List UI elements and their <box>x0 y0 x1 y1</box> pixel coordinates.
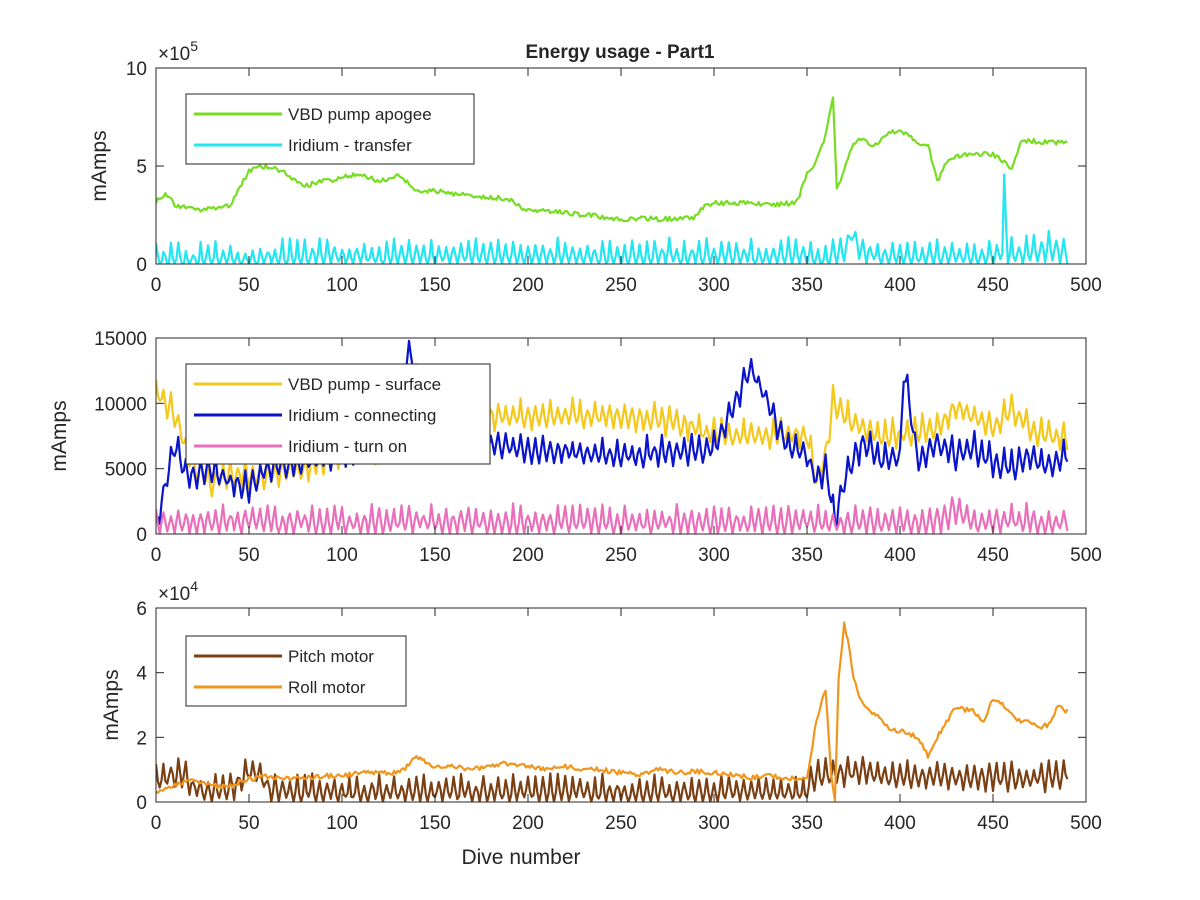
chart-panel-1: 0 50 100 150 200 250 300 350 400 450 5000510×105mA… <box>88 38 1102 296</box>
y-tick-label: 5000 <box>105 460 147 481</box>
y-tick-label: 6 <box>136 599 147 620</box>
x-tick-label: 400 <box>884 275 916 296</box>
x-tick-label: 450 <box>977 813 1009 834</box>
x-tick-label: 500 <box>1070 813 1102 834</box>
y-axis-label: mAmps <box>48 400 71 471</box>
x-tick-label: 100 <box>326 275 358 296</box>
x-axis-label: Dive number <box>461 846 580 869</box>
y-tick-label: 2 <box>136 728 147 749</box>
x-tick-label: 400 <box>884 545 916 566</box>
series-line-iridium-connecting <box>156 339 1069 528</box>
x-tick-label: 150 <box>419 545 451 566</box>
x-tick-label: 300 <box>698 275 730 296</box>
chart-panel-3: 0 50 100 150 200 250 300 350 400 450 5000246×104mA… <box>100 578 1102 869</box>
x-tick-label: 200 <box>512 813 544 834</box>
y-axis-label: mAmps <box>100 669 123 740</box>
legend-box <box>185 93 475 165</box>
x-tick-label: 450 <box>977 275 1009 296</box>
legend: Pitch motor Roll motor <box>185 635 407 707</box>
x-tick-label: 0 <box>151 545 162 566</box>
y-exponent-power: 5 <box>190 38 198 54</box>
legend-entry: VBD pump apogee <box>288 105 432 124</box>
x-tick-label: 250 <box>605 813 637 834</box>
x-tick-label: 50 <box>238 275 259 296</box>
x-tick-label: 300 <box>698 545 730 566</box>
legend-entry: Iridium - transfer <box>288 136 412 155</box>
y-tick-label: 10000 <box>94 394 147 415</box>
y-tick-label: 4 <box>136 664 147 685</box>
x-tick-label: 350 <box>791 275 823 296</box>
y-tick-label: 5 <box>136 157 147 178</box>
y-tick-label: 10 <box>126 59 147 80</box>
chart-panel-2: 0 50 100 150 200 250 300 350 400 450 5000500010000… <box>48 329 1102 566</box>
series-line-pitch-motor <box>156 755 1069 802</box>
series-line-roll-motor <box>156 621 1069 802</box>
y-tick-label: 0 <box>136 793 147 814</box>
y-tick-label: 0 <box>136 255 147 276</box>
plot-area <box>156 621 1069 802</box>
x-tick-label: 150 <box>419 813 451 834</box>
legend-entry: Roll motor <box>288 678 366 697</box>
x-tick-label: 0 <box>151 275 162 296</box>
x-tick-label: 300 <box>698 813 730 834</box>
series-line-vbd-pump-apogee <box>156 96 1068 223</box>
x-tick-label: 350 <box>791 545 823 566</box>
x-tick-label: 100 <box>326 545 358 566</box>
legend-entry: Iridium - connecting <box>288 406 436 425</box>
y-tick-label: 15000 <box>94 329 147 350</box>
x-tick-label: 50 <box>238 545 259 566</box>
legend: VBD pump - surface Iridium - connecting Ir… <box>185 363 491 465</box>
chart-panels: 0 50 100 150 200 250 300 350 400 450 5000510×105mA… <box>48 38 1102 869</box>
x-tick-label: 400 <box>884 813 916 834</box>
legend: VBD pump apogee Iridium - transfer <box>185 93 475 165</box>
x-tick-label: 500 <box>1070 545 1102 566</box>
y-axis-label: mAmps <box>88 130 111 201</box>
x-tick-label: 0 <box>151 813 162 834</box>
series-line-iridium-turn-on <box>156 496 1069 534</box>
legend-entry: VBD pump - surface <box>288 375 441 394</box>
x-tick-label: 200 <box>512 275 544 296</box>
y-tick-label: 0 <box>136 525 147 546</box>
x-tick-label: 250 <box>605 545 637 566</box>
figure-title: Energy usage - Part1 <box>525 42 714 63</box>
legend-entry: Iridium - turn on <box>288 437 407 456</box>
x-tick-label: 200 <box>512 545 544 566</box>
legend-entry: Pitch motor <box>288 647 374 666</box>
x-tick-label: 450 <box>977 545 1009 566</box>
x-tick-label: 350 <box>791 813 823 834</box>
x-tick-label: 150 <box>419 275 451 296</box>
x-tick-label: 250 <box>605 275 637 296</box>
x-tick-label: 100 <box>326 813 358 834</box>
x-tick-label: 50 <box>238 813 259 834</box>
legend-box <box>185 635 407 707</box>
series-line-iridium-transfer <box>156 173 1069 264</box>
x-tick-label: 500 <box>1070 275 1102 296</box>
y-exponent-power: 4 <box>190 578 198 594</box>
plot-area <box>156 339 1069 534</box>
series-line-vbd-pump-surface <box>156 379 1069 498</box>
plot-area <box>156 96 1069 264</box>
